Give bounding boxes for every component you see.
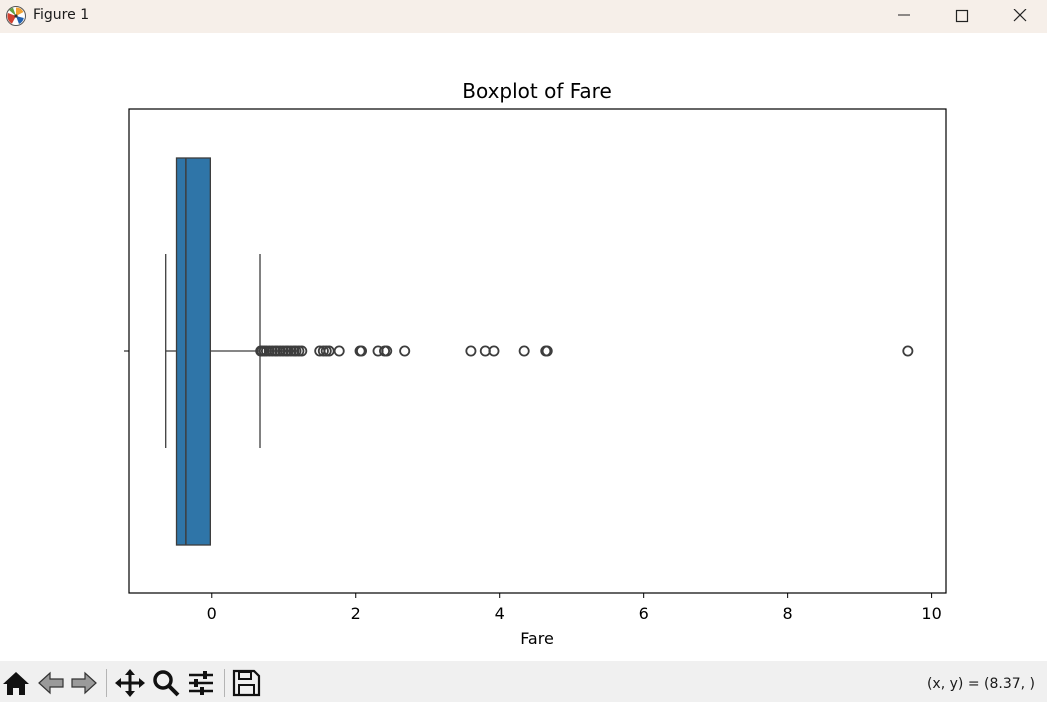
close-icon [1013,9,1027,22]
floppy-disk-icon [232,669,261,697]
move-icon [115,669,145,697]
outlier-point [356,345,368,357]
outlier-point [399,345,411,357]
figure-canvas[interactable]: Boxplot of Fare 0 2 4 6 8 10 Fare [0,33,1047,661]
close-button[interactable] [991,0,1047,33]
save-button[interactable] [231,669,261,697]
outlier-point [381,345,393,357]
outlier-point [518,345,530,357]
outlier-point [541,345,553,357]
outlier-point [296,345,308,357]
x-tick-label: 2 [351,604,361,623]
zoom-button[interactable] [151,669,181,697]
configure-subplots-button[interactable] [186,669,216,697]
chart-title: Boxplot of Fare [462,79,612,103]
x-tick-label: 6 [639,604,649,623]
toolbar-separator [106,669,107,697]
x-tick-label: 4 [495,604,505,623]
window-title: Figure 1 [33,7,90,23]
outlier-point [902,345,914,357]
pan-button[interactable] [115,669,145,697]
axes-frame [128,108,947,594]
maximize-button[interactable] [933,0,991,33]
back-arrow-icon [38,671,64,695]
forward-arrow-icon [71,671,97,695]
x-tick-label: 0 [207,604,217,623]
x-tick-label: 8 [783,604,793,623]
outlier-point [488,345,500,357]
sliders-icon [189,671,213,695]
minimize-icon [898,14,910,16]
forward-button[interactable] [69,669,99,697]
maximize-icon [955,9,969,23]
back-button[interactable] [36,669,66,697]
matplotlib-logo-icon [6,6,26,26]
iqr-box [175,157,211,546]
window-titlebar: Figure 1 [0,0,1047,33]
outlier-point [465,345,477,357]
navigation-toolbar: (x, y) = (8.37, ) [0,661,1047,702]
home-icon [3,672,29,695]
magnifier-icon [153,670,180,697]
cursor-coordinates: (x, y) = (8.37, ) [926,676,1035,692]
x-axis-label: Fare [520,629,554,648]
outlier-point [333,345,345,357]
home-button[interactable] [1,669,31,697]
x-tick-label: 10 [921,604,941,623]
minimize-button[interactable] [875,0,933,33]
boxplot-chart: Boxplot of Fare 0 2 4 6 8 10 Fare [124,79,947,648]
toolbar-separator [224,669,225,697]
